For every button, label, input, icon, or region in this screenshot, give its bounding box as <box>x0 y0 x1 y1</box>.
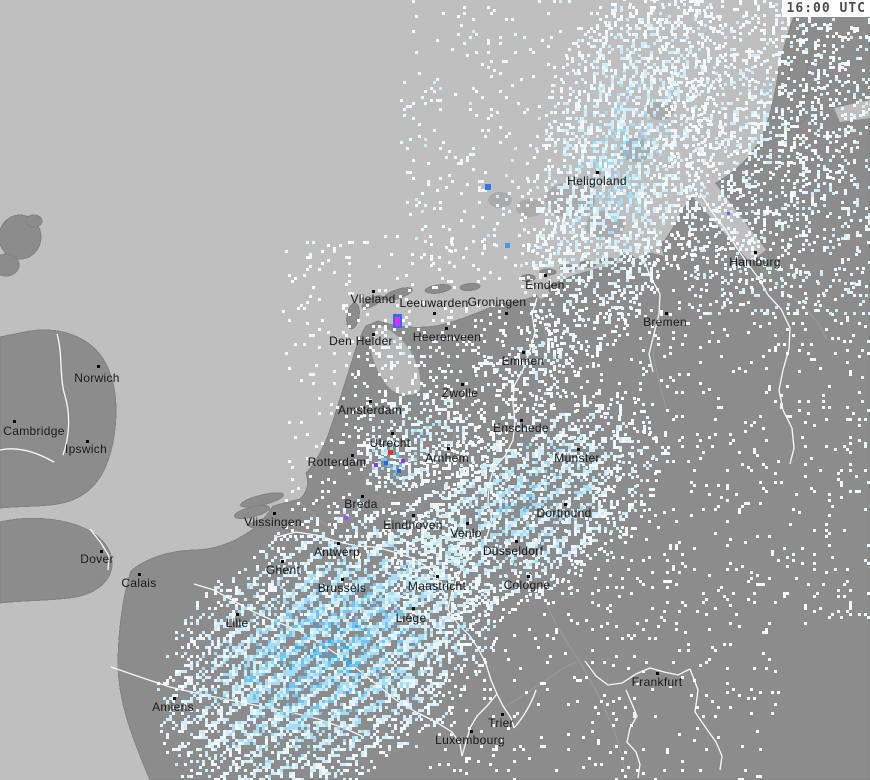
city-label-vlissingen: Vlissingen <box>244 515 302 529</box>
city-dot-breda <box>361 495 364 498</box>
city-label-breda: Breda <box>344 497 378 511</box>
city-dot-norwich <box>97 365 100 368</box>
city-label-dover: Dover <box>80 552 114 566</box>
city-dot-frankfurt <box>656 672 659 675</box>
city-label-emden: Emden <box>525 278 565 292</box>
city-dot-emmen <box>522 351 525 354</box>
city-dot-zwolle <box>461 383 464 386</box>
city-label-rotterdam: Rotterdam <box>307 455 367 469</box>
city-dot-arnhem <box>447 447 450 450</box>
city-label-frankfurt: Frankfurt <box>631 675 683 689</box>
city-label-bremen: Bremen <box>643 315 687 329</box>
city-label-trier: Trier <box>488 716 514 730</box>
city-label-heligoland: Heligoland <box>567 174 627 188</box>
city-label-luxembourg: Luxembourg <box>435 733 505 747</box>
city-label-amiens: Amiens <box>152 700 194 714</box>
city-dot-eindhoven <box>412 514 415 517</box>
city-dot-bremen <box>665 312 668 315</box>
city-dot-ghent <box>281 560 284 563</box>
city-dot-cologne <box>527 575 530 578</box>
city-label-venlo: Venlo <box>450 526 482 540</box>
city-dot-amsterdam <box>369 400 372 403</box>
city-dot-emden <box>544 274 547 277</box>
city-label-lille: Lille <box>225 616 249 630</box>
city-label-leeuwarden: Leeuwarden <box>399 296 469 310</box>
city-dot-ipswich <box>86 440 89 443</box>
city-label-vlieland: Vlieland <box>350 292 396 306</box>
city-dot-groningen <box>505 312 508 315</box>
city-label-ghent: Ghent <box>265 563 301 577</box>
city-dot-brussels <box>341 578 344 581</box>
city-dot-vlieland <box>372 290 375 293</box>
city-label-cologne: Cologne <box>503 578 551 592</box>
city-dot-dortmund <box>564 503 567 506</box>
city-dot-rotterdam <box>351 454 354 457</box>
city-dot-trier <box>501 713 504 716</box>
city-label-utrecht: Utrecht <box>369 436 411 450</box>
city-label-norwich: Norwich <box>74 371 120 385</box>
city-label-dortmund: Dortmund <box>536 506 592 520</box>
city-dot-enschede <box>520 419 523 422</box>
city-label-li-ge: Liège <box>395 611 427 625</box>
city-label-brussels: Brussels <box>317 581 367 595</box>
city-label-d-sseldorf: Düsseldorf <box>482 544 544 558</box>
city-label-cambridge: Cambridge <box>3 424 65 438</box>
city-label-enschede: Enschede <box>493 421 549 435</box>
city-dot-leeuwarden <box>433 312 436 315</box>
city-dot-cambridge <box>13 420 16 423</box>
timestamp-text: 16:00 UTC <box>786 1 866 16</box>
city-dot-dover <box>100 550 103 553</box>
city-dot-venlo <box>466 522 469 525</box>
city-label-heerenveen: Heerenveen <box>412 330 482 344</box>
city-label-m-nster: Münster <box>554 451 600 465</box>
city-dot-luxembourg <box>470 730 473 733</box>
city-dot-hamburg <box>754 251 757 254</box>
city-dot-lille <box>236 613 239 616</box>
timestamp-badge: 16:00 UTC <box>781 0 870 17</box>
city-dot-m-nster <box>577 448 580 451</box>
city-label-calais: Calais <box>121 576 157 590</box>
city-label-arnhem: Arnhem <box>425 451 469 465</box>
city-dot-heligoland <box>596 171 599 174</box>
city-label-amsterdam: Amsterdam <box>337 403 403 417</box>
city-dot-li-ge <box>412 607 415 610</box>
city-dot-utrecht <box>391 432 394 435</box>
city-dot-antwerp <box>337 542 340 545</box>
city-label-hamburg: Hamburg <box>729 255 781 269</box>
city-dot-den-helder <box>372 333 375 336</box>
city-label-emmen: Emmen <box>501 354 545 368</box>
city-label-antwerp: Antwerp <box>313 545 361 559</box>
city-dot-d-sseldorf <box>515 540 518 543</box>
city-dot-amiens <box>173 697 176 700</box>
city-dot-maastricht <box>436 575 439 578</box>
city-label-zwolle: Zwolle <box>441 386 479 400</box>
city-label-den-helder: Den Helder <box>329 334 393 348</box>
city-dot-calais <box>138 573 141 576</box>
city-dot-vlissingen <box>273 512 276 515</box>
city-label-groningen: Groningen <box>467 295 527 309</box>
city-label-eindhoven: Eindhoven <box>383 518 443 532</box>
city-label-ipswich: Ipswich <box>64 442 108 456</box>
city-dot-heerenveen <box>445 327 448 330</box>
city-label-maastricht: Maastricht <box>407 579 467 593</box>
